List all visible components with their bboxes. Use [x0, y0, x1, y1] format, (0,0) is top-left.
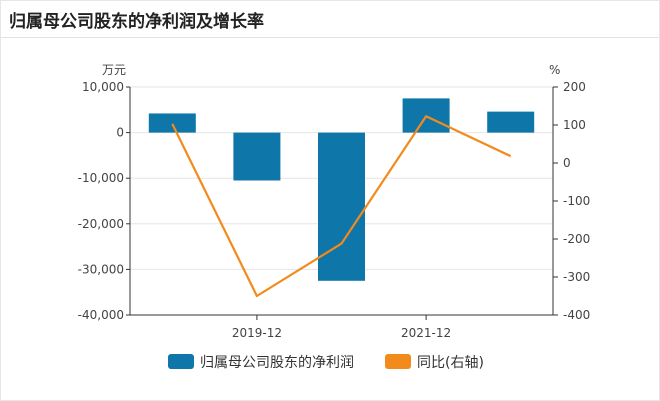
y-left-tick-label: 10,000	[82, 80, 124, 94]
y-right-tick-label: -200	[563, 232, 590, 246]
y-axis-left-unit: 万元	[102, 63, 126, 77]
y-left-tick-label: -20,000	[78, 217, 124, 231]
bar	[487, 111, 535, 133]
x-tick-label: 2019-12	[232, 326, 282, 340]
y-left-tick-label: 0	[116, 126, 124, 140]
y-left-tick-label: -30,000	[78, 262, 124, 276]
bar-series	[148, 98, 535, 281]
line-series-path	[171, 115, 512, 298]
y-right-tick-label: 100	[563, 118, 586, 132]
y-right-tick-label: -400	[563, 308, 590, 322]
legend-line-swatch[interactable]	[385, 354, 411, 369]
x-axis-ticks: 2019-12 2021-12	[232, 315, 451, 340]
page-title: 归属母公司股东的净利润及增长率	[9, 12, 264, 32]
y-right-tick-label: 200	[563, 80, 586, 94]
y-right-tick-label: 0	[563, 156, 571, 170]
y-axis-left-ticks: 10,000 0 -10,000 -20,000 -30,000 -40,000	[78, 80, 130, 322]
bar	[233, 132, 281, 181]
y-right-tick-label: -300	[563, 270, 590, 284]
legend-bar-swatch[interactable]	[168, 354, 194, 369]
legend-line-label[interactable]: 同比(右轴)	[417, 355, 484, 371]
bar	[148, 113, 196, 133]
y-axis-right-unit: %	[549, 63, 560, 77]
line-series	[171, 115, 512, 298]
title-divider	[1, 37, 659, 38]
bar	[318, 132, 365, 281]
y-axis-right-ticks: 200 100 0 -100 -200 -300 -400	[553, 80, 590, 322]
y-right-tick-label: -100	[563, 194, 590, 208]
y-left-tick-label: -40,000	[78, 308, 124, 322]
legend: 归属母公司股东的净利润 同比(右轴)	[168, 354, 484, 371]
x-tick-label: 2021-12	[401, 326, 451, 340]
y-left-tick-label: -10,000	[78, 171, 124, 185]
legend-bar-label[interactable]: 归属母公司股东的净利润	[200, 354, 354, 371]
